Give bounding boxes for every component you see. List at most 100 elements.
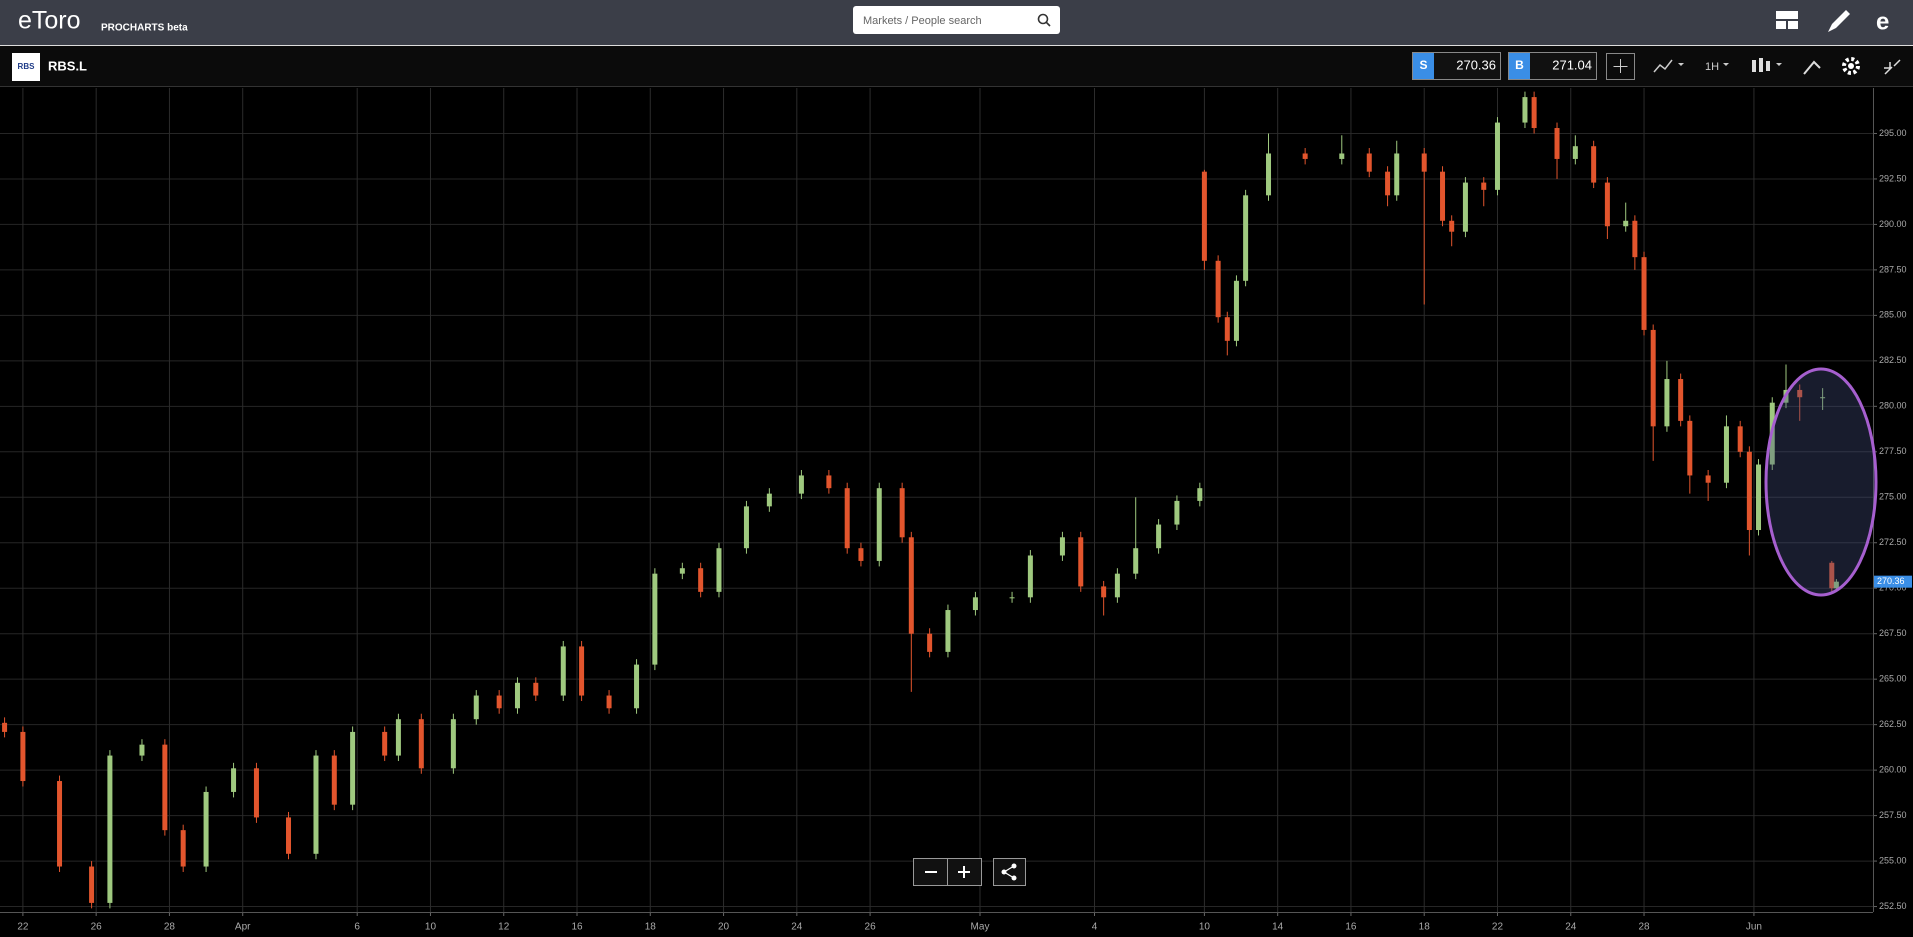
- search-placeholder: Markets / People search: [863, 15, 982, 27]
- candle-body: [180, 830, 186, 867]
- dropdown-arrow: [1678, 63, 1684, 66]
- candles-button[interactable]: [1752, 58, 1770, 72]
- candle-body: [450, 719, 456, 769]
- x-tick-label: 22: [17, 922, 29, 933]
- candle-body: [1009, 597, 1015, 599]
- y-tick-label: 267.50: [1879, 628, 1907, 638]
- candle-body: [1705, 475, 1711, 483]
- x-tick-label: Jun: [1746, 922, 1762, 933]
- x-tick-label: 16: [1345, 922, 1357, 933]
- product-name: PROCHARTS beta: [101, 23, 188, 34]
- share-button[interactable]: [993, 858, 1026, 886]
- crosshair-button[interactable]: [1606, 53, 1635, 80]
- share-icon: [1003, 865, 1015, 879]
- candle-body: [1462, 182, 1468, 232]
- candle-body: [1678, 379, 1684, 421]
- x-tick-label: 12: [498, 922, 510, 933]
- layout-icon[interactable]: [1776, 11, 1798, 29]
- buy-badge: [1509, 53, 1530, 79]
- candle-body: [1632, 220, 1638, 258]
- candle-body: [908, 537, 914, 634]
- crosshair-icon: [1613, 59, 1628, 73]
- last-price-tag: [1874, 575, 1912, 588]
- candle-body: [139, 744, 145, 756]
- candle-body: [2, 722, 8, 732]
- y-tick-label: 265.00: [1879, 674, 1907, 684]
- candle-body: [203, 791, 209, 867]
- candle-body: [1746, 451, 1752, 531]
- candle-body: [1664, 379, 1670, 427]
- candle-body: [1554, 128, 1560, 159]
- symbol: RBS.L: [48, 58, 87, 73]
- candle-body: [1687, 420, 1693, 476]
- candle-body: [1531, 97, 1537, 129]
- candle-body: [1201, 171, 1207, 261]
- y-tick-label: 282.50: [1879, 355, 1907, 365]
- candle-body: [514, 682, 520, 709]
- search-box[interactable]: [853, 6, 1060, 34]
- candle-body: [162, 744, 168, 831]
- candle-body: [350, 731, 356, 805]
- candle-body: [1394, 153, 1400, 196]
- settings-button[interactable]: [1842, 57, 1860, 75]
- interval[interactable]: 1H: [1705, 61, 1719, 73]
- candle-body: [858, 548, 864, 561]
- indicator-button[interactable]: [1803, 60, 1821, 75]
- x-tick-label: 26: [865, 922, 877, 933]
- x-tick-label: 6: [354, 922, 360, 933]
- y-tick-label: 257.50: [1879, 810, 1907, 820]
- y-tick-label: 275.00: [1879, 492, 1907, 502]
- y-tick-label: 290.00: [1879, 219, 1907, 229]
- candle-body: [927, 633, 933, 652]
- x-tick-label: 24: [791, 922, 803, 933]
- candle-body: [1385, 171, 1391, 196]
- x-tick-label: 28: [164, 922, 176, 933]
- candle-body: [743, 506, 749, 549]
- etoro-icon[interactable]: e: [1876, 8, 1889, 35]
- candle-body: [1494, 122, 1500, 190]
- y-tick-label: 272.50: [1879, 537, 1907, 547]
- y-tick-label: 285.00: [1879, 310, 1907, 320]
- candle-body: [826, 475, 832, 489]
- y-tick-label: 277.50: [1879, 446, 1907, 456]
- candle-body: [1737, 426, 1743, 452]
- candle-body: [1215, 260, 1221, 318]
- candle-body: [1421, 153, 1427, 172]
- candle-body: [579, 646, 585, 696]
- x-tick-label: 10: [1199, 922, 1211, 933]
- candle-body: [1591, 146, 1597, 183]
- y-tick-label: 287.50: [1879, 264, 1907, 274]
- dropdown-arrow: [1723, 63, 1729, 66]
- y-tick-label: 255.00: [1879, 855, 1907, 865]
- sell-price: 270.36: [1456, 57, 1496, 72]
- plot-area: [0, 88, 1873, 912]
- candle-body: [1440, 171, 1446, 221]
- collapse-button[interactable]: [1884, 59, 1901, 75]
- candle-body: [1449, 220, 1455, 232]
- candle-body: [876, 488, 882, 561]
- sell-badge: [1413, 53, 1434, 79]
- candle-body: [1572, 146, 1578, 159]
- candle-body: [107, 755, 113, 903]
- candle-body: [473, 695, 479, 720]
- chart-type-button[interactable]: [1653, 59, 1673, 73]
- candle-body: [1197, 488, 1203, 501]
- chart: 252.50 255.00 257.50 260.00 262.50 265.00 267.…: [0, 88, 1912, 933]
- draw-icon[interactable]: [1828, 10, 1850, 32]
- x-tick-label: 20: [718, 922, 730, 933]
- candle-body: [798, 475, 804, 494]
- candle-body: [972, 597, 978, 611]
- candle-body: [1266, 153, 1272, 196]
- candle-body: [679, 568, 685, 574]
- candle-body: [418, 719, 424, 769]
- candle-body: [1723, 426, 1729, 483]
- candle-body: [1243, 195, 1249, 281]
- y-tick-label: 262.50: [1879, 719, 1907, 729]
- settings-icon: [1848, 63, 1854, 69]
- candle-body: [1101, 586, 1107, 598]
- candle-body: [1059, 537, 1065, 556]
- x-tick-label: 4: [1092, 922, 1098, 933]
- search-icon[interactable]: [1037, 13, 1049, 25]
- x-tick-label: 28: [1638, 922, 1650, 933]
